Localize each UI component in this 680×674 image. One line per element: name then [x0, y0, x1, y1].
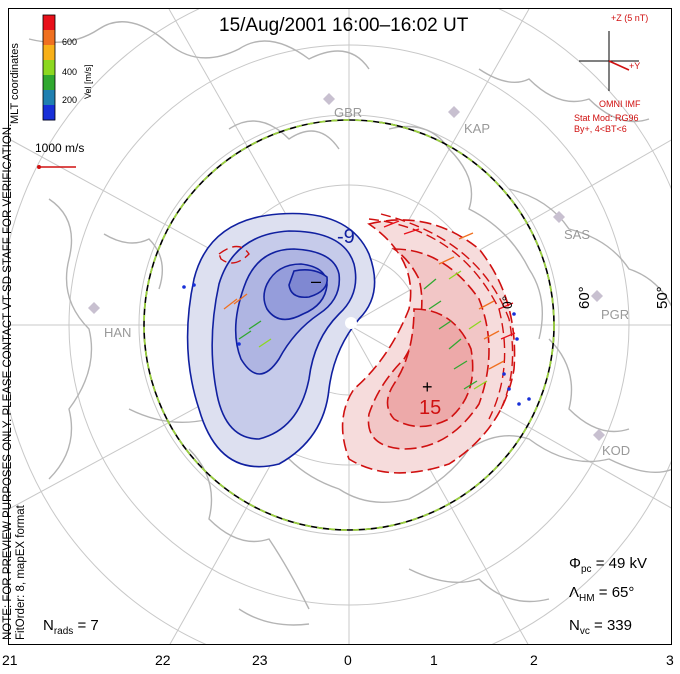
colorbar-swatch: [43, 75, 55, 91]
colorbar-tick-400: 400: [62, 67, 78, 77]
mlt-tick-0: 0: [344, 652, 352, 668]
imf-source: OMNI IMF: [599, 99, 641, 109]
map-title: 15/Aug/2001 16:00–16:02 UT: [219, 15, 469, 36]
vector-origins: [182, 283, 531, 406]
colorbar-border: [42, 14, 56, 121]
pole-marker: [345, 317, 357, 329]
colorbar-swatch: [43, 15, 55, 31]
station-gbr: GBR: [334, 105, 362, 120]
hm-boundary-latitude: ΛHM = 65°: [569, 584, 635, 604]
latitude-label-0: 0°: [499, 296, 515, 309]
negative-contour-label: -9: [337, 226, 355, 248]
mlt-tick-23: 23: [252, 652, 268, 668]
imf-condition: By+, 4<BT<6: [574, 124, 627, 134]
map-frame: GBR KAP SAS PGR KOD HAN: [8, 8, 672, 645]
stat-model: Stat Mod: RG96: [574, 113, 639, 123]
station-markers: [88, 93, 605, 441]
imf-z-label: +Z (5 nT): [611, 13, 649, 23]
latitude-label-50: 50°: [654, 286, 671, 309]
colorbar-swatch: [43, 90, 55, 106]
potential-max-marker: +: [422, 377, 433, 397]
station-sas: SAS: [564, 227, 590, 242]
colorbar-tick-200: 200: [62, 95, 78, 105]
scale-vector-origin: [37, 165, 41, 169]
preview-note: NOTE: FOR PREVIEW PURPOSES ONLY. PLEASE …: [2, 124, 28, 640]
latitude-label-60: 60°: [576, 286, 593, 309]
dayside-contours: [218, 213, 514, 420]
hm-boundary-dashes: [143, 119, 555, 531]
negative-potential-cell: [186, 212, 376, 468]
station-pgr: PGR: [601, 307, 629, 322]
velocity-vectors: [223, 220, 516, 390]
colorbar-swatch: [43, 30, 55, 46]
station-labels: GBR KAP SAS PGR KOD HAN: [104, 105, 630, 458]
colorbar-swatch: [43, 45, 55, 61]
station-han: HAN: [104, 325, 131, 340]
cross-polar-potential: Φpc = 49 kV: [569, 555, 647, 575]
preview-note-line1: NOTE: FOR PREVIEW PURPOSES ONLY. PLEASE …: [2, 123, 14, 640]
potential-min-marker: –: [311, 271, 321, 291]
mlt-tick-2: 2: [530, 652, 538, 668]
positive-potential-cell: [341, 219, 516, 474]
convection-map: GBR KAP SAS PGR KOD HAN: [9, 9, 671, 644]
colorbar-title: Vel [m/s]: [83, 64, 93, 99]
mlt-tick-21: 21: [2, 652, 18, 668]
mlt-tick-3: 3: [666, 652, 674, 668]
coastlines: [28, 21, 671, 626]
colorbar: [42, 14, 56, 121]
station-kap: KAP: [464, 121, 490, 136]
radar-count: Nrads = 7: [43, 617, 99, 637]
imf-y-label: +Y: [629, 61, 641, 71]
mlt-tick-22: 22: [155, 652, 171, 668]
colorbar-tick-600: 600: [62, 37, 78, 47]
mlt-tick-1: 1: [430, 652, 438, 668]
vector-count: Nvc = 339: [569, 617, 632, 637]
station-kod: KOD: [602, 443, 630, 458]
positive-contour-label: 15: [419, 397, 441, 419]
imf-vector: [608, 60, 630, 71]
coordinate-system-label: MLT coordinates: [9, 43, 21, 124]
colorbar-swatch: [43, 60, 55, 76]
fit-order-note: FitOrder: 8, mapEX format: [15, 505, 27, 640]
colorbar-swatch: [43, 105, 55, 121]
vector-scale-label: 1000 m/s: [35, 141, 85, 155]
